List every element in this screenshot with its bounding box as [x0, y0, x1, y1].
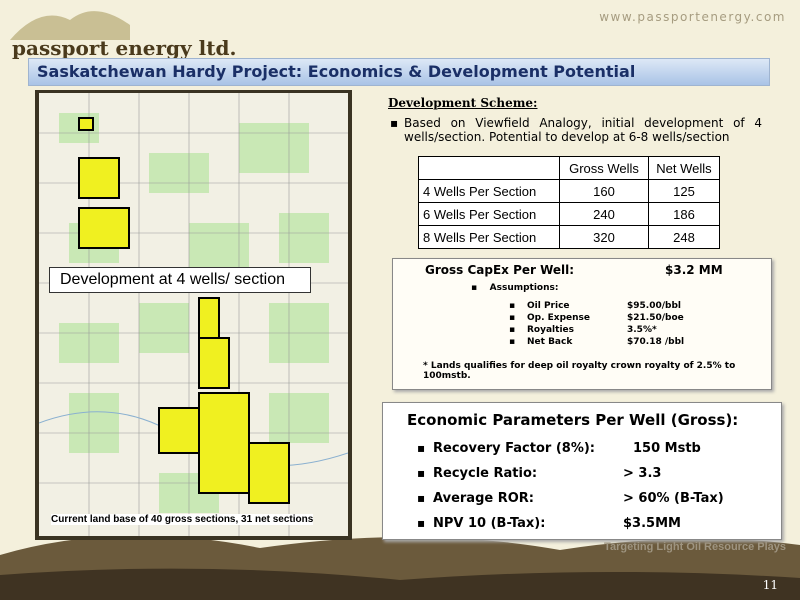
assumption-value: $95.00/bbl	[627, 301, 681, 311]
capex-value: $3.2 MM	[665, 263, 723, 277]
econ-bullet: ▪	[417, 441, 426, 455]
table-cell: 240	[559, 202, 649, 226]
assumptions-heading: ▪ Assumptions:	[471, 283, 559, 293]
map-caption: Current land base of 40 gross sections, …	[51, 514, 314, 525]
capex-box: Gross CapEx Per Well: $3.2 MM ▪ Assumpti…	[392, 258, 772, 390]
econ-name: NPV 10 (B-Tax):	[433, 516, 546, 531]
page-number: 11	[762, 578, 778, 592]
assumption-name: Royalties	[527, 325, 574, 335]
table-cell: 125	[648, 179, 720, 203]
row-label: 4 Wells Per Section	[418, 179, 560, 203]
url: www.passportenergy.com	[599, 10, 786, 24]
economics-heading: Economic Parameters Per Well (Gross):	[407, 411, 739, 429]
econ-name: Recovery Factor (8%):	[433, 441, 595, 456]
map-frame: Development at 4 wells/ section Current …	[35, 90, 352, 540]
table-cell: 248	[648, 225, 720, 249]
assumption-bullet: ▪	[509, 313, 516, 323]
title-bar: Saskatchewan Hardy Project: Economics & …	[28, 58, 770, 86]
econ-value: 150 Mstb	[633, 441, 701, 456]
footer-landscape-dark	[0, 568, 800, 600]
assumption-value: $21.50/boe	[627, 313, 684, 323]
econ-name: Recycle Ratio:	[433, 466, 538, 481]
title: Saskatchewan Hardy Project: Economics & …	[37, 62, 636, 81]
capex-footnote: * Lands qualifies for deep oil royalty c…	[423, 361, 736, 381]
assumption-bullet: ▪	[509, 301, 516, 311]
capex-label: Gross CapEx Per Well:	[425, 263, 575, 277]
assumptions-heading-text: Assumptions:	[489, 283, 559, 293]
table-row: 8 Wells Per Section 320 248	[418, 225, 720, 249]
row-label: 6 Wells Per Section	[418, 202, 560, 226]
table-header: Gross Wells Net Wells	[418, 156, 720, 180]
econ-value: > 3.3	[623, 466, 662, 481]
map	[39, 93, 348, 536]
table-cell: 160	[559, 179, 649, 203]
assumption-value: 3.5%*	[627, 325, 657, 335]
economics-box: Economic Parameters Per Well (Gross): ▪ R…	[382, 402, 782, 540]
table-corner	[418, 156, 560, 180]
dev-bullet-text: Based on Viewfield Analogy, initial deve…	[404, 116, 762, 144]
dev-heading: Development Scheme:	[388, 96, 538, 110]
table-row: 4 Wells Per Section 160 125	[418, 179, 720, 203]
col-header: Gross Wells	[559, 156, 649, 180]
col-header: Net Wells	[648, 156, 720, 180]
table-row: 6 Wells Per Section 240 186	[418, 202, 720, 226]
assumption-bullet: ▪	[509, 325, 516, 335]
table-cell: 186	[648, 202, 720, 226]
assumption-name: Net Back	[527, 337, 573, 347]
table-body: 4 Wells Per Section 160 125 6 Wells Per Sec…	[418, 179, 720, 249]
assumption-name: Op. Expense	[527, 313, 591, 323]
logo: passport energy ltd.	[12, 36, 237, 60]
assumption-name: Oil Price	[527, 301, 570, 311]
econ-bullet: ▪	[417, 466, 426, 480]
table-cell: 320	[559, 225, 649, 249]
tagline: Targeting Light Oil Resource Plays	[604, 541, 786, 553]
econ-bullet: ▪	[417, 516, 426, 530]
econ-value: > 60% (B-Tax)	[623, 491, 724, 506]
map-overlay-label: Development at 4 wells/ section	[49, 267, 311, 293]
econ-bullet: ▪	[417, 491, 426, 505]
row-label: 8 Wells Per Section	[418, 225, 560, 249]
econ-value: $3.5MM	[623, 516, 681, 531]
dev-bullet: ▪ Based on Viewfield Analogy, initial dev…	[390, 116, 762, 144]
assumption-bullet: ▪	[509, 337, 516, 347]
wells-table: Gross Wells Net Wells 4 Wells Per Section…	[418, 156, 720, 249]
econ-name: Average ROR:	[433, 491, 534, 506]
logo-hills	[10, 11, 130, 40]
assumption-value: $70.18 /bbl	[627, 337, 685, 347]
